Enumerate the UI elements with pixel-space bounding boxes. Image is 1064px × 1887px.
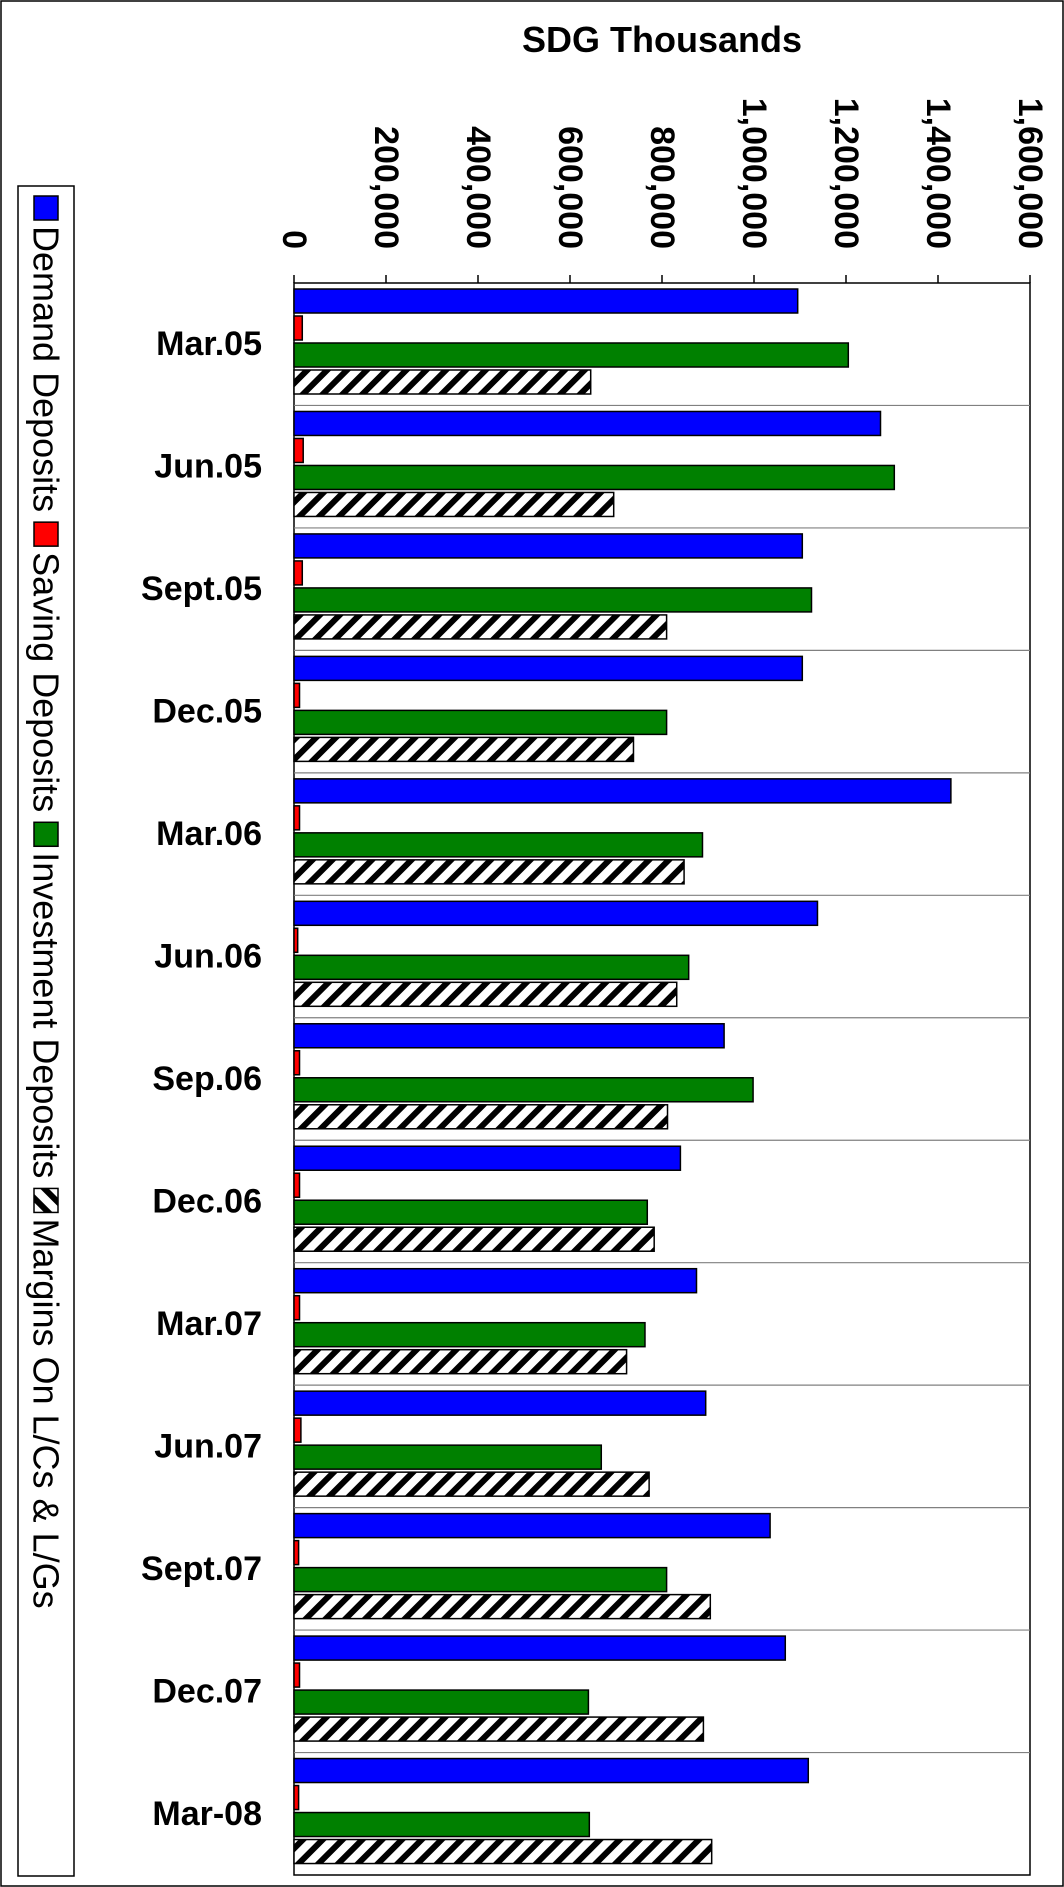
- category-label: Mar.05: [156, 325, 262, 363]
- bar-demand-deposits: [293, 410, 882, 437]
- bar-margins-on-l-cs-l-gs: [293, 859, 685, 885]
- bar-investment-deposits: [293, 1689, 590, 1715]
- legend-label: Demand Deposits: [26, 226, 67, 512]
- bar-saving-deposits: [293, 805, 301, 831]
- legend-label: Margins On L/Cs & L/Gs: [26, 1218, 67, 1608]
- bar-margins-on-l-cs-l-gs: [293, 1226, 655, 1252]
- bar-demand-deposits: [293, 288, 799, 314]
- legend: Demand Deposits Saving Deposits Investment…: [17, 185, 75, 1877]
- bar-demand-deposits: [293, 900, 819, 927]
- bar-saving-deposits: [293, 315, 304, 341]
- bar-saving-deposits: [293, 682, 301, 709]
- bar-investment-deposits: [293, 464, 896, 491]
- bar-investment-deposits: [293, 832, 704, 858]
- x-tick-label: 1,400,000: [919, 98, 957, 249]
- legend-swatch: [33, 521, 59, 547]
- category-label: Sept.05: [141, 570, 262, 608]
- legend-label: Saving Deposits: [26, 552, 67, 812]
- bar-margins-on-l-cs-l-gs: [293, 1348, 628, 1375]
- bar-investment-deposits: [293, 954, 690, 981]
- bar-saving-deposits: [293, 927, 299, 954]
- bar-margins-on-l-cs-l-gs: [293, 369, 592, 395]
- legend-swatch: [33, 1187, 59, 1214]
- bar-demand-deposits: [293, 778, 952, 804]
- x-tick-label: 1,600,000: [1011, 98, 1049, 249]
- bar-demand-deposits: [293, 1512, 771, 1539]
- x-tick-label: 1,200,000: [827, 98, 865, 249]
- category-label: Mar.06: [156, 815, 262, 853]
- legend-label: Investment Deposits: [26, 852, 67, 1178]
- bar-demand-deposits: [293, 655, 804, 682]
- bar-demand-deposits: [293, 1757, 810, 1784]
- legend-swatch: [33, 821, 59, 848]
- category-label: Sep.06: [152, 1060, 262, 1098]
- bar-investment-deposits: [293, 587, 813, 613]
- category-label: Mar.07: [156, 1305, 262, 1343]
- bar-investment-deposits: [293, 1321, 646, 1348]
- bar-demand-deposits: [293, 1023, 725, 1049]
- x-axis-title: SDG Thousands: [522, 19, 802, 60]
- bar-investment-deposits: [293, 342, 850, 368]
- bar-saving-deposits: [293, 560, 304, 586]
- bar-saving-deposits: [293, 1784, 300, 1811]
- x-tick-label: 800,000: [643, 126, 681, 249]
- bar-investment-deposits: [293, 709, 668, 736]
- bar-demand-deposits: [293, 1267, 698, 1294]
- bar-margins-on-l-cs-l-gs: [293, 491, 615, 518]
- legend-box: [17, 185, 75, 1877]
- bar-saving-deposits: [293, 1294, 301, 1321]
- legend-entries: Demand Deposits Saving Deposits Investment…: [26, 195, 67, 1609]
- category-label: Jun.07: [154, 1427, 262, 1465]
- bar-saving-deposits: [293, 1417, 302, 1443]
- bar-demand-deposits: [293, 1390, 707, 1416]
- bar-investment-deposits: [293, 1811, 591, 1838]
- x-tick-label: 200,000: [367, 126, 405, 249]
- category-label: Dec.05: [152, 693, 262, 731]
- category-label: Dec.06: [152, 1182, 262, 1220]
- bar-investment-deposits: [293, 1199, 649, 1225]
- bar-saving-deposits: [293, 1662, 301, 1688]
- x-tick-label: 1,000,000: [735, 98, 773, 249]
- bar-margins-on-l-cs-l-gs: [293, 1593, 712, 1620]
- bar-investment-deposits: [293, 1444, 603, 1470]
- bar-investment-deposits: [293, 1077, 754, 1103]
- bar-saving-deposits: [293, 1172, 301, 1198]
- bar-demand-deposits: [293, 533, 804, 559]
- category-label: Jun.05: [154, 448, 262, 486]
- bar-margins-on-l-cs-l-gs: [293, 1104, 669, 1130]
- category-label: Mar-08: [152, 1795, 262, 1833]
- bar-margins-on-l-cs-l-gs: [293, 981, 678, 1008]
- bar-demand-deposits: [293, 1145, 682, 1171]
- bar-margins-on-l-cs-l-gs: [293, 1471, 650, 1497]
- bar-investment-deposits: [293, 1566, 668, 1593]
- x-tick-label: 400,000: [459, 126, 497, 249]
- bar-saving-deposits: [293, 437, 304, 464]
- category-label: Dec.07: [152, 1672, 262, 1710]
- x-tick-label: 0: [275, 230, 313, 249]
- x-tick-label: 600,000: [551, 126, 589, 249]
- bar-demand-deposits: [293, 1635, 787, 1661]
- category-label: Jun.06: [154, 938, 262, 976]
- legend-swatch: [33, 195, 59, 221]
- bar-saving-deposits: [293, 1050, 301, 1076]
- category-label: Sept.07: [141, 1550, 262, 1588]
- bar-margins-on-l-cs-l-gs: [293, 1838, 713, 1865]
- bar-margins-on-l-cs-l-gs: [293, 614, 668, 640]
- bar-margins-on-l-cs-l-gs: [293, 736, 635, 763]
- bar-margins-on-l-cs-l-gs: [293, 1716, 705, 1742]
- bar-saving-deposits: [293, 1539, 300, 1566]
